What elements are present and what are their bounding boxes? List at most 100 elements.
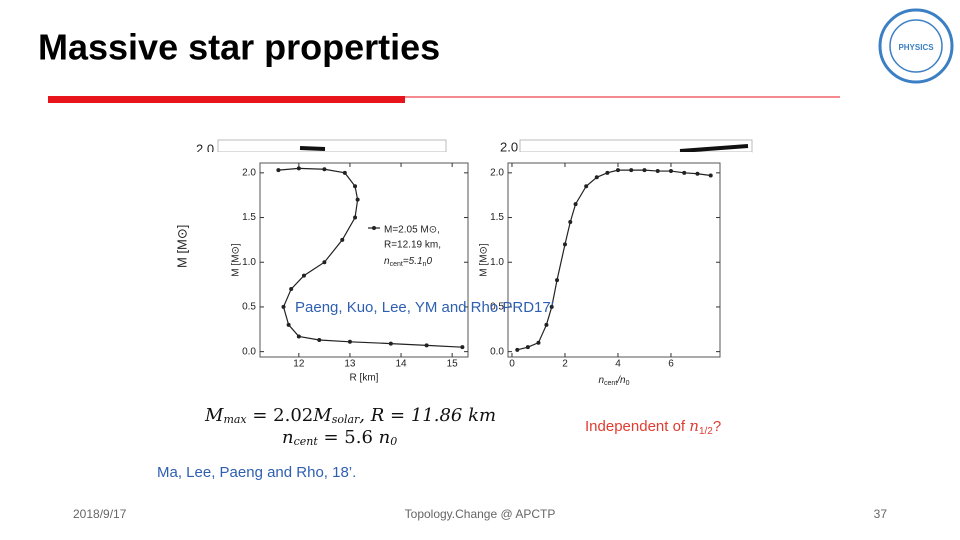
y-tick-label: 1.0 — [242, 257, 256, 268]
x-axis-label: R [km] — [350, 373, 379, 384]
bg-frame — [217, 139, 447, 153]
x-tick-label: 15 — [447, 359, 459, 370]
axis-label: ncent/n0 — [598, 375, 629, 387]
data-point — [317, 338, 322, 343]
plot-frame — [259, 162, 469, 358]
plot-frame — [507, 162, 721, 358]
y-tick-label: 0.0 — [490, 346, 504, 357]
axis-label: ncent=5.1n0 — [384, 256, 432, 268]
label-sub: cent — [390, 261, 403, 268]
y-tick-label: 2.0 — [490, 167, 504, 178]
data-point — [629, 168, 634, 173]
data-point — [594, 175, 599, 180]
data-point — [668, 169, 673, 174]
background-figure: 2.0 2.0 M [M⊙] — [174, 139, 753, 268]
data-point — [682, 170, 687, 175]
y-tick-label: 1.5 — [242, 212, 256, 223]
footer-date: 2018/9/17 — [73, 507, 127, 521]
x-tick-label: 12 — [293, 359, 305, 370]
charts: 12 13 14 15 0.0 0.5 1.0 1.5 2.0 M [M⊙] R [km] M=2.0… — [231, 162, 721, 387]
formula-part: = 2.02 — [247, 405, 314, 426]
title: Massive star properties — [38, 27, 440, 68]
data-point — [544, 322, 549, 327]
formula-sub: max — [223, 413, 247, 426]
data-point — [695, 171, 700, 176]
data-point — [460, 345, 465, 350]
data-point — [536, 340, 541, 345]
title-bar — [48, 96, 405, 103]
y-tick-label: 1.0 — [490, 257, 504, 268]
data-point — [549, 304, 554, 309]
legend-marker — [372, 226, 376, 230]
citation: Ma, Lee, Paeng and Rho, 18’. — [157, 464, 356, 481]
note-part: ? — [713, 418, 721, 435]
data-point — [605, 170, 610, 175]
data-point — [353, 215, 358, 220]
data-point — [296, 166, 301, 171]
data-point — [642, 168, 647, 173]
y-tick-label: 0.5 — [490, 302, 504, 313]
data-point — [584, 184, 589, 189]
bg-label: M [M⊙] — [174, 225, 189, 268]
formula-sub: solar — [332, 413, 360, 426]
x-tick-label: 14 — [395, 359, 407, 370]
formula-sub: 0 — [390, 435, 397, 448]
label-sub: 0 — [626, 380, 630, 387]
formula-sub: cent — [294, 435, 319, 448]
formula-part: M — [204, 405, 224, 426]
data-point — [322, 167, 327, 172]
bg-curve — [299, 144, 749, 153]
data-point — [555, 278, 560, 283]
footer-center: Topology.Change @ APCTP — [405, 507, 556, 521]
label-sub: cent — [604, 380, 617, 387]
data-point — [708, 173, 713, 178]
note: Independent of n1/2? — [585, 417, 721, 437]
data-point — [276, 168, 281, 173]
legend-text: M=2.05 M⊙, — [384, 225, 440, 236]
formula: ncent = 5.6 n0 — [282, 427, 397, 448]
data-point — [342, 170, 347, 175]
data-point — [347, 339, 352, 344]
formula: Mmax = 2.02Msolar, R = 11.86 km — [204, 405, 496, 426]
x-tick-label: 6 — [668, 359, 674, 370]
y-tick-label: 0.5 — [242, 302, 256, 313]
x-tick-label: 2 — [562, 359, 568, 370]
data-point — [424, 343, 429, 348]
data-point — [525, 345, 530, 350]
formula-part: M — [312, 405, 332, 426]
label-part: =5.1 — [403, 256, 423, 267]
data-point — [655, 169, 660, 174]
logo: PHYSICS — [878, 8, 954, 84]
data-point — [296, 334, 301, 339]
data-point — [286, 322, 291, 327]
formula-part: , R = 11.86 km — [359, 405, 496, 426]
y-axis-label: M [M⊙] — [479, 243, 490, 277]
x-tick-label: 13 — [344, 359, 356, 370]
note-part: n — [689, 417, 699, 435]
data-point — [289, 287, 294, 292]
data-point — [322, 260, 327, 265]
label-part: n — [384, 256, 390, 267]
y-axis-label: M [M⊙] — [231, 243, 242, 277]
data-point — [301, 273, 306, 278]
footer-page: 37 — [874, 507, 888, 521]
logo-text: PHYSICS — [898, 43, 934, 52]
data-point — [388, 341, 393, 346]
bg-label: 2.0 — [500, 139, 518, 154]
note-part: Independent of — [585, 418, 689, 435]
label-part: n — [598, 375, 604, 386]
y-tick-label: 1.5 — [490, 212, 504, 223]
data-point — [573, 202, 578, 207]
formula-part: = 5.6 — [318, 427, 379, 448]
x-tick-label: 4 — [615, 359, 621, 370]
data-point — [515, 347, 520, 352]
y-tick-label: 2.0 — [242, 167, 256, 178]
data-line — [517, 169, 711, 351]
citation: Paeng, Kuo, Lee, YM and Rho PRD17’ — [295, 299, 554, 316]
data-point — [562, 242, 567, 247]
label-part: 0 — [426, 256, 432, 267]
y-tick-label: 0.0 — [242, 346, 256, 357]
note-sub: 1/2 — [699, 426, 713, 437]
